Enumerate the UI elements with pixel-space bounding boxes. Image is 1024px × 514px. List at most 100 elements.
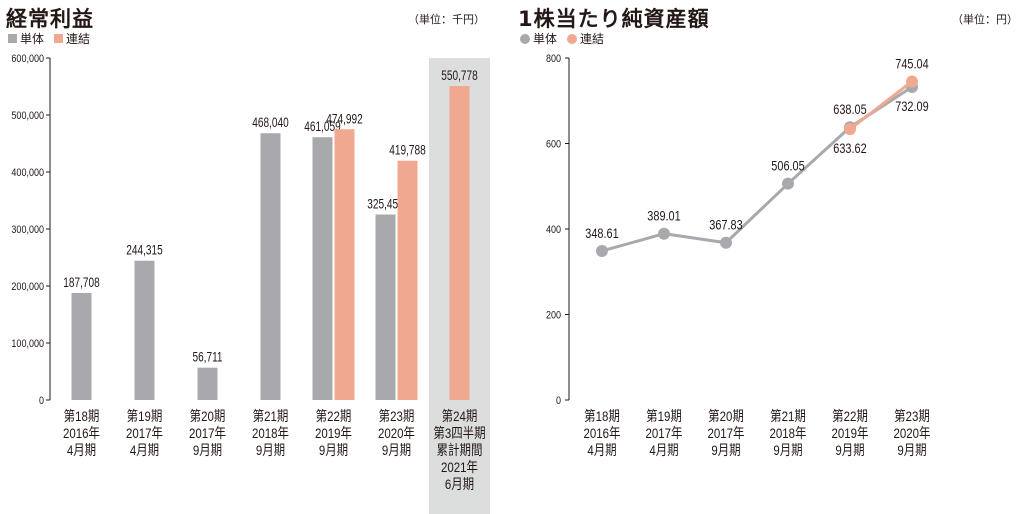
- data-label-single: 325,453: [367, 196, 404, 212]
- x-tick-label: 第22期: [832, 408, 868, 424]
- legend-item-single: 単体: [8, 30, 44, 47]
- x-tick-label: 第18期: [64, 408, 100, 424]
- line-consolidated: [849, 80, 913, 131]
- bar-single: [71, 293, 92, 400]
- net-assets-per-share-panel: 0 200 400 600 800 第18期 2016年 4月期 第19期 2017年 4月期 第20…: [512, 0, 1024, 514]
- x-tick-label: 第18期: [584, 408, 620, 424]
- y-tick-label: 400,000: [11, 167, 44, 179]
- ordinary-profit-unit: （単位：千円）: [408, 13, 485, 26]
- x-tick-label: 2017年: [126, 425, 163, 441]
- bar-single: [260, 133, 281, 400]
- point-single: [782, 177, 794, 190]
- x-tick-label: 6月期: [445, 476, 474, 492]
- x-tick-label: 2018年: [252, 425, 289, 441]
- x-tick-label: 2016年: [583, 425, 620, 441]
- data-label-single: 244,315: [126, 242, 163, 258]
- ordinary-profit-chart: 0 100,000 200,000 300,000 400,000 500,000 600,…: [11, 53, 490, 514]
- ordinary-profit-legend: 単体 連結: [8, 30, 100, 47]
- x-tick-label: 第20期: [190, 408, 226, 424]
- y-tick-label: 800: [546, 53, 561, 65]
- data-label-single: 389.01: [647, 208, 680, 224]
- y-tick-label: 0: [39, 395, 44, 407]
- x-tick-label: 2020年: [378, 425, 415, 441]
- point-single: [720, 236, 732, 249]
- legend-item-single: 単体: [520, 30, 557, 47]
- legend-dot-consolidated: [567, 33, 578, 44]
- y-tick-label: 500,000: [11, 110, 44, 122]
- bar-single: [134, 260, 155, 400]
- x-tick-label: 9月期: [897, 442, 926, 458]
- bar-consolidated: [449, 86, 470, 400]
- x-tick-label: 第23期: [894, 408, 930, 424]
- data-label-consolidated: 419,788: [389, 142, 426, 158]
- net-assets-per-share-chart: 0200400600800第18期2016年4月期第19期2017年4月期第20…: [546, 53, 931, 458]
- x-tick-label: 9月期: [835, 442, 864, 458]
- y-tick-label: 600,000: [11, 53, 44, 65]
- x-tick-label: 第19期: [646, 408, 682, 424]
- point-consolidated: [844, 123, 856, 136]
- legend-item-consolidated: 連結: [54, 30, 90, 47]
- x-tick-label: 2017年: [645, 425, 682, 441]
- net-assets-per-share-title: 1株当たり純資産額: [518, 7, 710, 31]
- bar-consolidated: [397, 160, 418, 400]
- y-tick-label: 300,000: [11, 224, 44, 236]
- x-tick-label: 第3四半期: [433, 425, 485, 441]
- data-label-single: 638.05: [833, 102, 866, 118]
- data-label-single: 461,059: [304, 119, 341, 135]
- x-tick-label: 2018年: [769, 425, 806, 441]
- x-tick-label: 2020年: [893, 425, 930, 441]
- data-label-consolidated: 745.04: [895, 56, 928, 72]
- x-tick-label: 4月期: [67, 442, 96, 458]
- x-tick-label: 第21期: [253, 408, 289, 424]
- data-label-consolidated: 633.62: [833, 141, 866, 157]
- x-tick-label: 2021年: [441, 459, 478, 475]
- x-tick-label: 2019年: [831, 425, 868, 441]
- data-label-consolidated: 550,778: [441, 67, 478, 83]
- x-tick-label: 4月期: [130, 442, 159, 458]
- x-tick-label: 第21期: [770, 408, 806, 424]
- legend-label-single: 単体: [533, 32, 558, 46]
- ordinary-profit-title: 経常利益: [6, 7, 94, 31]
- x-tick-label: 9月期: [193, 442, 222, 458]
- x-tick-label: 第22期: [316, 408, 352, 424]
- data-label-single: 187,708: [63, 274, 100, 290]
- y-tick-label: 600: [546, 139, 561, 151]
- ordinary-profit-panel: 0 100,000 200,000 300,000 400,000 500,000 600,…: [6, 7, 490, 514]
- x-tick-label: 累計期間: [437, 442, 483, 458]
- y-tick-label: 0: [556, 395, 561, 407]
- y-tick-label: 400: [546, 224, 561, 236]
- x-tick-label: 第23期: [379, 408, 415, 424]
- data-label-single: 468,040: [252, 115, 289, 131]
- x-tick-label: 第19期: [127, 408, 163, 424]
- data-label-single: 732.09: [895, 99, 928, 115]
- x-tick-label: 2019年: [315, 425, 352, 441]
- y-tick-label: 100,000: [11, 338, 44, 350]
- x-tick-label: 2017年: [189, 425, 226, 441]
- y-tick-label: 200,000: [11, 281, 44, 293]
- x-tick-label: 4月期: [649, 442, 678, 458]
- legend-swatch-single: [8, 34, 17, 43]
- x-tick-label: 9月期: [711, 442, 740, 458]
- point-single: [658, 227, 670, 240]
- x-tick-label: 第24期: [442, 408, 478, 424]
- net-assets-per-share-unit: （単位：円）: [952, 13, 1018, 26]
- bar-consolidated: [334, 129, 355, 400]
- x-tick-label: 2016年: [63, 425, 100, 441]
- data-label-single: 56,711: [192, 349, 222, 365]
- legend-item-consolidated: 連結: [567, 30, 604, 47]
- x-tick-label: 2017年: [707, 425, 744, 441]
- legend-label-single: 単体: [20, 32, 45, 46]
- point-consolidated: [906, 75, 918, 88]
- legend-swatch-consolidated: [54, 34, 64, 43]
- data-label-consolidated: 474,992: [326, 111, 363, 127]
- x-tick-label: 9月期: [319, 442, 348, 458]
- data-label-single: 367.83: [709, 217, 742, 233]
- legend-label-consolidated: 連結: [580, 32, 605, 46]
- bar-single: [375, 214, 396, 400]
- data-label-single: 506.05: [771, 158, 804, 174]
- x-tick-label: 9月期: [256, 442, 285, 458]
- legend-dot-single: [520, 33, 530, 44]
- bar-single: [197, 367, 218, 400]
- net-assets-per-share-legend: 単体 連結: [520, 30, 614, 47]
- point-single: [596, 244, 608, 257]
